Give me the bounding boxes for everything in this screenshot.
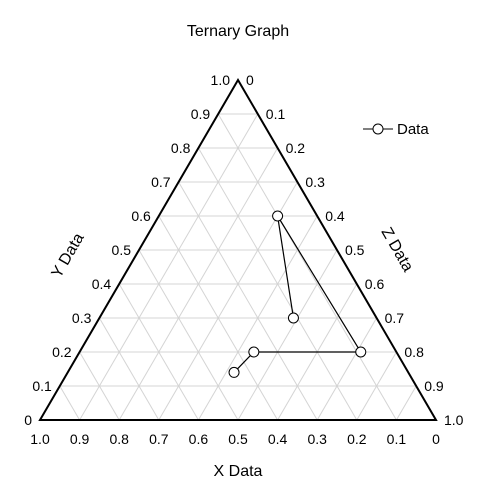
legend: Data xyxy=(363,121,429,138)
x-tick-label: 0.5 xyxy=(228,431,248,447)
y-tick-label: 0.3 xyxy=(72,310,92,326)
z-tick-label: 0.3 xyxy=(305,174,325,190)
grid-line xyxy=(316,317,378,421)
z-tick-label: 0.4 xyxy=(325,208,345,224)
z-tick-label: 1.0 xyxy=(444,412,464,428)
y-axis-label: Y Data xyxy=(49,230,88,281)
z-tick-label: 0.6 xyxy=(365,276,385,292)
tick-labels: 1.0 0.9 0.8 0.7 0.6 0.5 0.4 0.3 0.2 0.1 0 0 0.1 0.2 0.… xyxy=(24,72,463,447)
y-tick-label: 0.4 xyxy=(92,276,112,292)
x-tick-label: 0.9 xyxy=(70,431,90,447)
series-data xyxy=(228,210,367,378)
chart-title: Ternary Graph xyxy=(187,23,289,40)
grid-line xyxy=(118,283,199,421)
grid-line xyxy=(158,181,298,421)
y-tick-label: 0.5 xyxy=(112,242,132,258)
y-tick-label: 0.2 xyxy=(52,344,72,360)
legend-marker xyxy=(372,123,384,135)
y-tick-label: 0.7 xyxy=(151,174,171,190)
x-tick-label: 0.7 xyxy=(149,431,169,447)
z-axis-label: Z Data xyxy=(378,225,417,275)
y-tick-label: 0.6 xyxy=(131,208,151,224)
grid-line xyxy=(79,113,259,421)
z-tick-label: 0.5 xyxy=(345,242,365,258)
data-point xyxy=(355,346,367,358)
x-tick-label: 0.1 xyxy=(387,431,407,447)
grid-line xyxy=(98,317,160,421)
y-tick-label: 0 xyxy=(24,412,32,428)
y-tick-label: 0.8 xyxy=(171,140,191,156)
y-tick-label: 0.9 xyxy=(191,106,211,122)
z-tick-label: 0.9 xyxy=(424,378,444,394)
triangle-frame xyxy=(38,78,438,421)
grid-line xyxy=(356,351,397,421)
data-point xyxy=(287,312,299,324)
x-tick-label: 0 xyxy=(432,431,440,447)
x-tick-label: 0.6 xyxy=(189,431,209,447)
grid-line xyxy=(138,249,239,421)
x-tick-label: 0.8 xyxy=(109,431,129,447)
x-tick-label: 0.2 xyxy=(347,431,367,447)
data-point xyxy=(248,346,260,358)
x-tick-label: 1.0 xyxy=(30,431,50,447)
grid-line xyxy=(59,385,81,421)
grid-line xyxy=(217,113,397,421)
legend-label: Data xyxy=(397,121,429,138)
x-tick-label: 0.3 xyxy=(307,431,327,447)
x-tick-label: 0.4 xyxy=(268,431,288,447)
grid-line xyxy=(237,249,338,421)
y-tick-label: 1.0 xyxy=(211,72,231,88)
grid-line xyxy=(178,181,318,421)
z-tick-label: 0 xyxy=(246,72,254,88)
data-point xyxy=(228,366,240,378)
grid-line xyxy=(79,351,120,421)
z-tick-label: 0.7 xyxy=(385,310,405,326)
grid-line xyxy=(395,385,417,421)
z-tick-label: 0.1 xyxy=(266,106,286,122)
z-tick-label: 0.2 xyxy=(286,140,306,156)
z-tick-label: 0.8 xyxy=(404,344,424,360)
x-axis-label: X Data xyxy=(214,463,263,480)
data-point xyxy=(272,210,284,222)
y-tick-label: 0.1 xyxy=(32,378,52,394)
